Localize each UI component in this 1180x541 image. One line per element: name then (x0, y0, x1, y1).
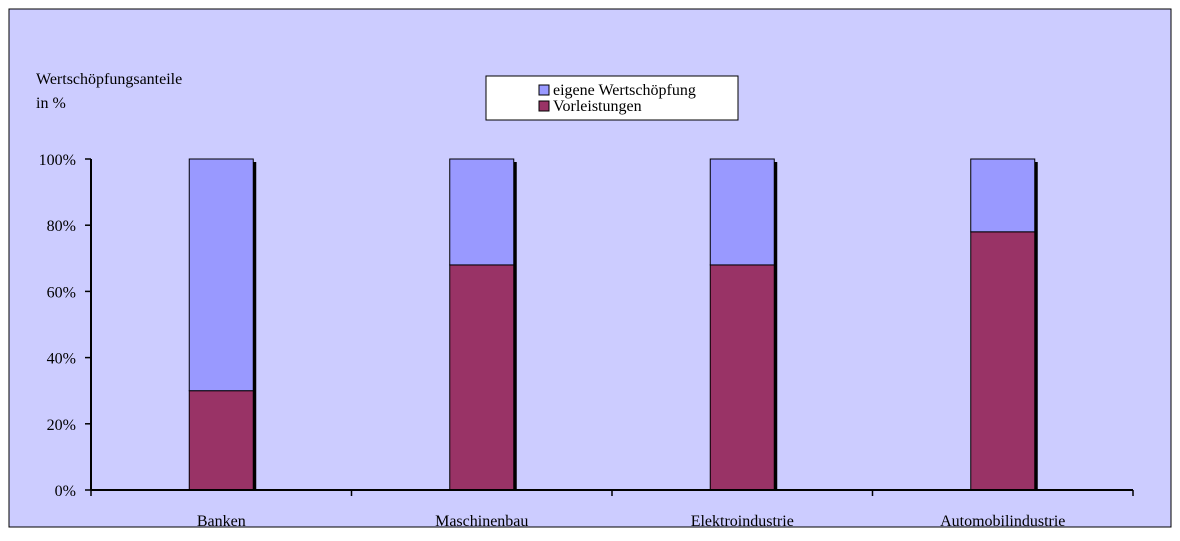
bar-segment (449, 158, 515, 266)
x-tick-label: Banken (197, 513, 246, 530)
bar-shadow (1034, 162, 1038, 490)
bar-shadow (253, 162, 257, 490)
legend-label: Vorleistungen (553, 98, 642, 115)
x-tick-label: Maschinenbau (435, 513, 528, 530)
bar-segment (449, 264, 515, 491)
x-tick-label: Automobilindustrie (940, 513, 1065, 530)
bar-segment (188, 158, 254, 392)
y-tick-label: 0% (55, 483, 76, 500)
y-tick-label: 100% (39, 152, 76, 169)
x-tick-label: Elektroindustrie (691, 513, 794, 530)
bars (188, 158, 1038, 491)
y-tick-label: 80% (47, 218, 76, 235)
y-tick-label: 60% (47, 284, 76, 301)
legend-label: eigene Wertschöpfung (553, 82, 696, 99)
y-tick-label: 40% (47, 351, 76, 368)
y-axis: 0% 20% 40% 60% 80% 100% (39, 152, 92, 500)
bar-segment (709, 264, 775, 491)
legend-swatch (538, 100, 550, 112)
bar-segment (709, 158, 775, 266)
y-axis-title-line-1: Wertschöpfungsanteile (36, 71, 182, 88)
y-axis-title-line-2: in % (36, 95, 66, 112)
bar-shadow (513, 162, 517, 490)
y-tick-label: 20% (47, 417, 76, 434)
legend-box (485, 75, 739, 121)
legend-swatch (538, 84, 550, 96)
bar-segment (970, 231, 1036, 491)
bar-segment (188, 390, 254, 491)
x-axis: Banken Maschinenbau Elektroindustrie Automo… (90, 489, 1134, 530)
bar-segment (970, 158, 1036, 233)
bar-shadow (774, 162, 778, 490)
